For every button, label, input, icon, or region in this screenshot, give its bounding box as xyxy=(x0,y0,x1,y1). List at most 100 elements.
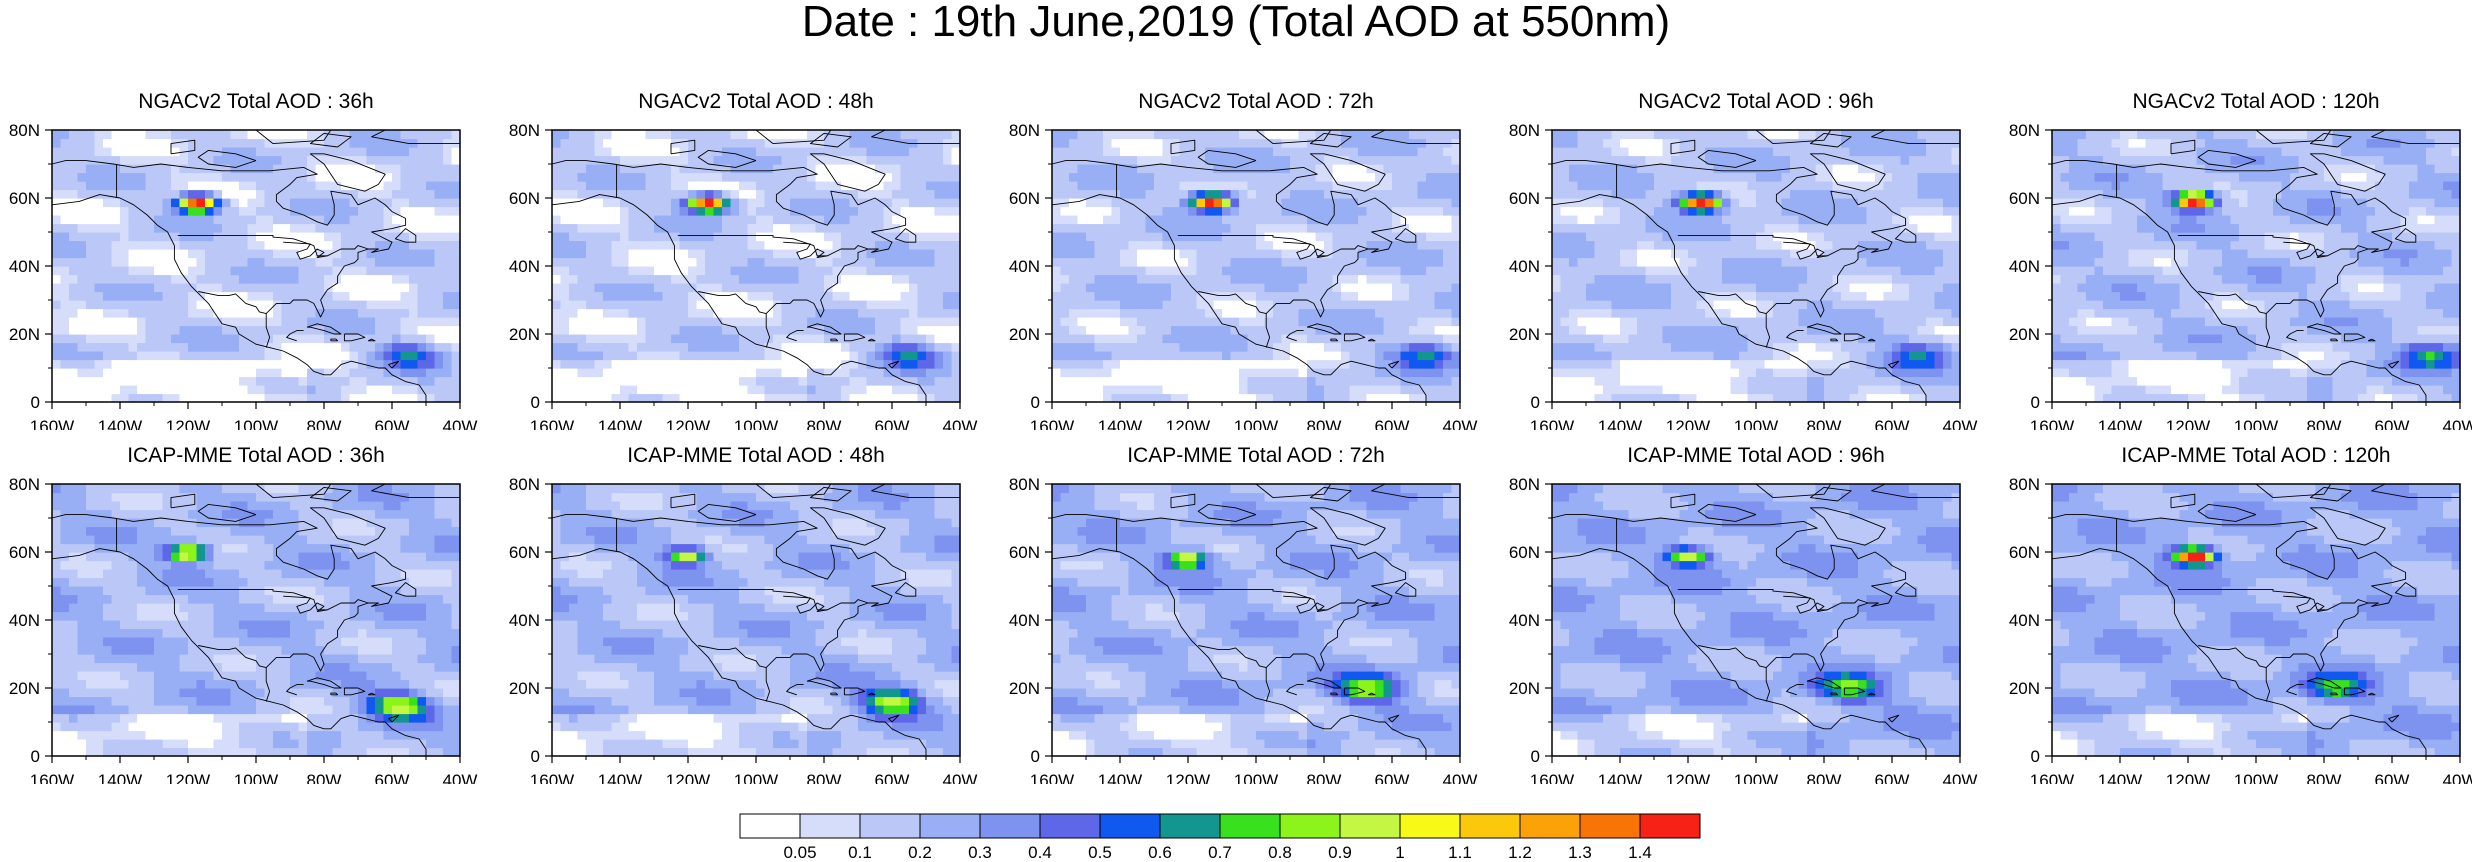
panel-title: ICAP-MME Total AOD : 120h xyxy=(2121,444,2391,467)
lon-tick-label: 160W xyxy=(30,417,74,430)
lat-tick-label: 80N xyxy=(9,121,40,140)
lat-tick-label: 40N xyxy=(2009,257,2040,276)
lat-tick-label: 60N xyxy=(2009,189,2040,208)
colorbar-label: 0.1 xyxy=(848,843,872,862)
lon-tick-label: 140W xyxy=(1098,771,1142,784)
map-panel: ICAP-MME Total AOD : 96h 160W 140W 120W 100W… xyxy=(1500,444,2000,784)
lon-tick-label: 160W xyxy=(530,771,574,784)
lat-tick-label: 0 xyxy=(1531,747,1540,766)
lon-tick-label: 100W xyxy=(734,417,778,430)
lat-tick-label: 20N xyxy=(2009,325,2040,344)
lon-tick-label: 80W xyxy=(1307,771,1342,784)
lat-tick-label: 60N xyxy=(1009,189,1040,208)
coastlines xyxy=(51,129,461,402)
colorbar-label: 1.1 xyxy=(1448,843,1472,862)
lon-tick-label: 160W xyxy=(1030,771,1074,784)
aod-map: 160W 140W 120W 100W 80W 60W 40W 0 20N 40N 60N 80N xyxy=(1009,121,1478,430)
lat-tick-label: 0 xyxy=(2031,393,2040,412)
lat-tick-label: 20N xyxy=(2009,679,2040,698)
lat-tick-label: 0 xyxy=(1031,747,1040,766)
lat-tick-label: 80N xyxy=(2009,475,2040,494)
lon-tick-label: 160W xyxy=(1530,417,1574,430)
lat-tick-label: 0 xyxy=(531,747,540,766)
colorbar-label: 0.8 xyxy=(1268,843,1292,862)
colorbar-label: 1.3 xyxy=(1568,843,1592,862)
lat-tick-label: 40N xyxy=(509,611,540,630)
lon-tick-label: 40W xyxy=(2443,417,2472,430)
colorbar-swatch xyxy=(1579,813,1641,839)
lon-tick-label: 140W xyxy=(1598,417,1642,430)
lon-tick-label: 120W xyxy=(166,417,210,430)
lat-tick-label: 80N xyxy=(2009,121,2040,140)
aod-map: 160W 140W 120W 100W 80W 60W 40W 0 20N 40N 60N 80N xyxy=(9,121,478,430)
lat-tick-label: 20N xyxy=(509,679,540,698)
lon-tick-label: 100W xyxy=(1734,417,1778,430)
colorbar-label: 0.5 xyxy=(1088,843,1112,862)
lon-tick-label: 60W xyxy=(375,771,410,784)
colorbar-swatch xyxy=(1519,813,1581,839)
lat-tick-label: 80N xyxy=(9,475,40,494)
map-panel: NGACv2 Total AOD : 36h 160W 140W 120W 100W 80… xyxy=(0,90,500,430)
lat-tick-label: 60N xyxy=(509,189,540,208)
lon-tick-label: 100W xyxy=(2234,417,2278,430)
lon-tick-label: 40W xyxy=(2443,771,2472,784)
lon-tick-label: 140W xyxy=(1098,417,1142,430)
lon-tick-label: 100W xyxy=(1734,771,1778,784)
lat-tick-label: 80N xyxy=(1009,121,1040,140)
lon-tick-label: 60W xyxy=(2375,771,2410,784)
map-panel: NGACv2 Total AOD : 48h 160W 140W 120W 100W 80… xyxy=(500,90,1000,430)
colorbar-swatch xyxy=(1339,813,1401,839)
lon-tick-label: 80W xyxy=(807,771,842,784)
coastlines xyxy=(2051,129,2461,402)
colorbar-swatch xyxy=(1159,813,1221,839)
lon-tick-label: 40W xyxy=(443,771,478,784)
lon-tick-label: 100W xyxy=(2234,771,2278,784)
lat-tick-label: 60N xyxy=(1509,189,1540,208)
lat-tick-label: 60N xyxy=(2009,543,2040,562)
colorbar-label: 1 xyxy=(1395,843,1404,862)
colorbar-label: 0.7 xyxy=(1208,843,1232,862)
lon-tick-label: 160W xyxy=(2030,771,2074,784)
lat-tick-label: 80N xyxy=(509,475,540,494)
lat-tick-label: 20N xyxy=(1009,325,1040,344)
aod-map: 160W 140W 120W 100W 80W 60W 40W 0 20N 40N 60N 80N xyxy=(1009,475,1478,784)
colorbar-swatch xyxy=(1279,813,1341,839)
lon-tick-label: 100W xyxy=(1234,417,1278,430)
colorbar-swatch xyxy=(1039,813,1101,839)
lon-tick-label: 60W xyxy=(1875,417,1910,430)
lon-tick-label: 100W xyxy=(1234,771,1278,784)
lon-tick-label: 160W xyxy=(1530,771,1574,784)
lon-tick-label: 120W xyxy=(2166,417,2210,430)
aod-map: 160W 140W 120W 100W 80W 60W 40W 0 20N 40N 60N 80N xyxy=(2009,475,2472,784)
lon-tick-label: 80W xyxy=(307,417,342,430)
lat-tick-label: 80N xyxy=(509,121,540,140)
lon-tick-label: 100W xyxy=(234,771,278,784)
colorbar: 0.05 0.1 0.2 0.3 0.4 0.5 0.6 0.7 0.8 0.9 1 1.1 1.2 1.… xyxy=(739,813,1701,862)
lat-tick-label: 0 xyxy=(2031,747,2040,766)
aod-map: 160W 140W 120W 100W 80W 60W 40W 0 20N 40N 60N 80N xyxy=(9,475,478,784)
lat-tick-label: 40N xyxy=(9,611,40,630)
lat-tick-label: 20N xyxy=(1009,679,1040,698)
colorbar-label: 1.2 xyxy=(1508,843,1532,862)
lon-tick-label: 120W xyxy=(1666,417,1710,430)
lat-tick-label: 20N xyxy=(1509,325,1540,344)
aod-map: 160W 140W 120W 100W 80W 60W 40W 0 20N 40N 60N 80N xyxy=(2009,121,2472,430)
colorbar-swatch xyxy=(979,813,1041,839)
panel-title: ICAP-MME Total AOD : 72h xyxy=(1127,444,1385,467)
aod-field xyxy=(52,130,461,403)
lat-tick-label: 0 xyxy=(31,393,40,412)
lon-tick-label: 80W xyxy=(1807,771,1842,784)
colorbar-label: 0.05 xyxy=(783,843,816,862)
lat-tick-label: 40N xyxy=(2009,611,2040,630)
colorbar-swatch xyxy=(799,813,861,839)
lat-tick-label: 20N xyxy=(9,325,40,344)
lat-tick-label: 60N xyxy=(1509,543,1540,562)
lat-tick-label: 0 xyxy=(1031,393,1040,412)
map-panel: NGACv2 Total AOD : 72h 160W 140W 120W 100W 80… xyxy=(1000,90,1500,430)
lon-tick-label: 120W xyxy=(1166,771,1210,784)
lon-tick-label: 60W xyxy=(875,771,910,784)
panel-title: ICAP-MME Total AOD : 96h xyxy=(1627,444,1885,467)
panel-title: NGACv2 Total AOD : 96h xyxy=(1638,90,1874,113)
lon-tick-label: 40W xyxy=(1443,771,1478,784)
lat-tick-label: 60N xyxy=(9,189,40,208)
